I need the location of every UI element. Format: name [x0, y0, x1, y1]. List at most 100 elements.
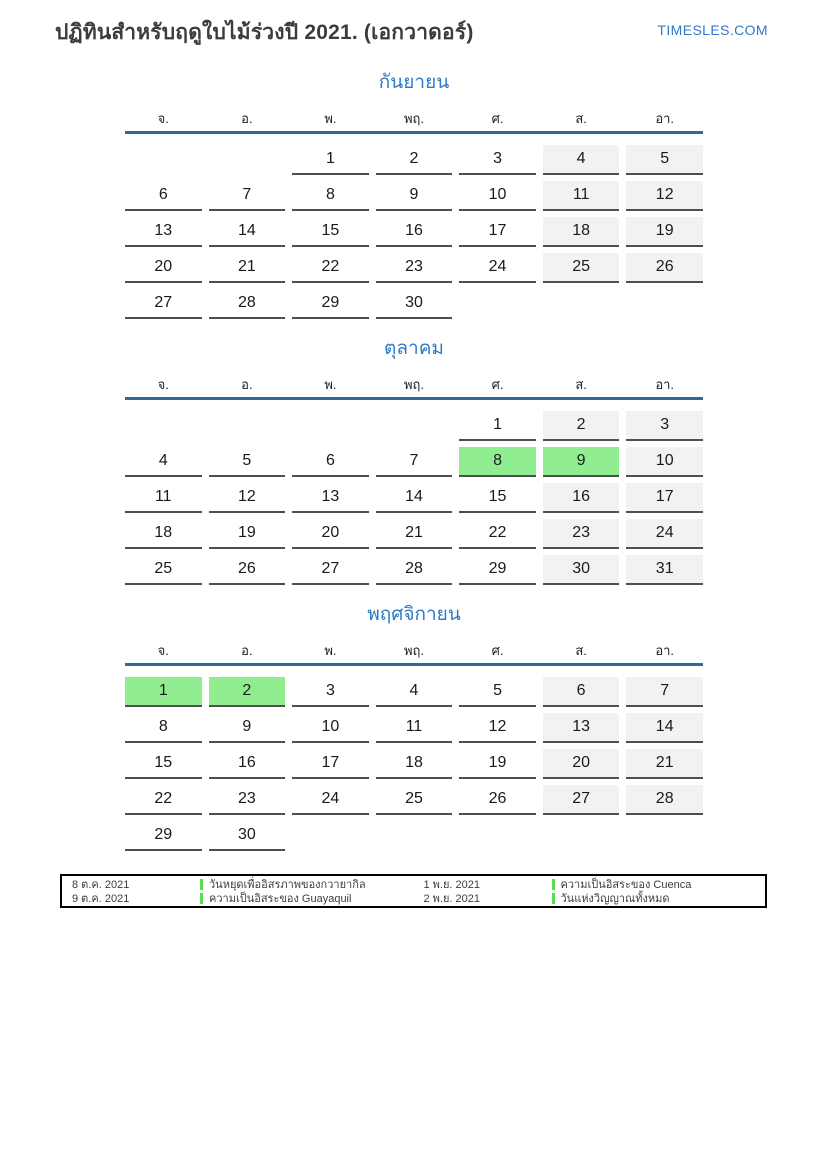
weekday-label: พ.: [324, 111, 337, 126]
week-row: 27 28 29 30: [125, 289, 703, 319]
day-cell: 16: [375, 217, 453, 247]
weekday-label: ส.: [575, 643, 587, 658]
holiday-marker-icon: [551, 892, 555, 904]
day-cell: 11: [125, 483, 202, 513]
empty-day-cell: [209, 411, 286, 441]
weekday-label: พฤ.: [403, 111, 425, 126]
day-cell: 28: [626, 785, 703, 815]
day-cell: 25: [542, 253, 620, 283]
day-cell: 10: [292, 713, 369, 743]
day-cell: 2: [375, 145, 453, 175]
legend-entry: 1 พ.ย. 2021 ความเป็นอิสระของ Cuenca: [414, 877, 766, 891]
weekday-row: จ. อ. พ. พฤ. ศ. ส. อา.: [125, 640, 703, 658]
month-title: ตุลาคม: [384, 338, 444, 359]
day-cell: 14: [208, 217, 286, 247]
day-cell: 11: [375, 713, 453, 743]
month-section: กันยายน จ. อ. พ. พฤ. ศ. ส. อา. 1 2 3 4 5 6 7 8 9 10 11 12…: [125, 70, 703, 319]
month-section: ตุลาคม จ. อ. พ. พฤ. ศ. ส. อา. 1 2 3 4 5 6 7 8 9 10 11 12 1…: [125, 336, 703, 585]
weekday-label: พฤ.: [403, 643, 425, 658]
week-row: 22 23 24 25 26 27 28: [125, 785, 703, 815]
day-cell: 7: [208, 181, 286, 211]
holiday-legend: 8 ต.ค. 2021 วันหยุดเพื่ออิสรภาพของกวายากิ…: [60, 874, 767, 908]
day-cell: 24: [292, 785, 369, 815]
day-cell: 27: [542, 785, 620, 815]
day-cell: 4: [375, 677, 453, 707]
day-cell: 9: [542, 447, 620, 477]
day-cell: 27: [292, 555, 369, 585]
week-row: 11 12 13 14 15 16 17: [125, 483, 703, 513]
weekday-row: จ. อ. พ. พฤ. ศ. ส. อา.: [125, 374, 703, 392]
empty-day-cell: [125, 145, 202, 175]
day-cell: 25: [125, 555, 202, 585]
day-cell: 15: [292, 217, 369, 247]
day-cell: 16: [208, 749, 286, 779]
empty-day-cell: [376, 411, 453, 441]
empty-day-cell: [626, 289, 703, 319]
legend-label: ความเป็นอิสระของ Cuenca: [560, 879, 692, 891]
day-cell: 19: [626, 217, 703, 247]
day-cell: 10: [459, 181, 536, 211]
day-cell: 15: [125, 749, 202, 779]
empty-day-cell: [459, 289, 536, 319]
empty-day-cell: [292, 411, 369, 441]
weekday-label: อ.: [241, 643, 253, 658]
day-cell: 21: [375, 519, 453, 549]
day-cell: 1: [125, 677, 202, 707]
weekday-label: จ.: [157, 377, 169, 392]
day-cell: 9: [375, 181, 453, 211]
day-cell: 21: [626, 749, 703, 779]
weekday-label: จ.: [157, 643, 169, 658]
day-cell: 23: [542, 519, 620, 549]
month-rule: [125, 397, 703, 400]
legend-date: 8 ต.ค. 2021: [72, 879, 130, 891]
holiday-marker-icon: [200, 892, 203, 904]
weekday-label: พฤ.: [403, 377, 425, 392]
day-cell: 26: [208, 555, 286, 585]
day-cell: 15: [459, 483, 536, 513]
day-cell: 22: [292, 253, 369, 283]
day-cell: 24: [626, 519, 703, 549]
week-row: 15 16 17 18 19 20 21: [125, 749, 703, 779]
legend-column: 1 พ.ย. 2021 ความเป็นอิสระของ Cuenca 2 พ.ย.…: [414, 877, 766, 905]
day-cell: 14: [626, 713, 703, 743]
weekday-label: พ.: [324, 643, 337, 658]
day-cell: 12: [459, 713, 536, 743]
legend-entry: 9 ต.ค. 2021 ความเป็นอิสระของ Guayaquil: [62, 891, 414, 905]
day-cell: 16: [542, 483, 620, 513]
legend-date: 1 พ.ย. 2021: [423, 879, 481, 891]
week-row: 13 14 15 16 17 18 19: [125, 217, 703, 247]
weekday-label: พ.: [324, 377, 337, 392]
month-section: พฤศจิกายน จ. อ. พ. พฤ. ศ. ส. อา. 1 2 3 4 5 6 7 8 9 10 11…: [125, 602, 703, 851]
week-row: 29 30: [125, 821, 703, 851]
weekday-label: อ.: [241, 377, 253, 392]
week-row: 18 19 20 21 22 23 24: [125, 519, 703, 549]
day-cell: 6: [542, 677, 620, 707]
day-cell: 21: [208, 253, 286, 283]
day-cell: 25: [375, 785, 453, 815]
month-title: กันยายน: [378, 72, 450, 93]
empty-day-cell: [543, 289, 620, 319]
day-cell: 6: [125, 181, 202, 211]
day-cell: 2: [208, 677, 286, 707]
day-cell: 20: [542, 749, 620, 779]
day-cell: 3: [292, 677, 369, 707]
weekday-label: ศ.: [491, 111, 504, 126]
day-cell: 17: [292, 749, 369, 779]
day-cell: 7: [375, 447, 453, 477]
week-row: 6 7 8 9 10 11 12: [125, 181, 703, 211]
week-row: 4 5 6 7 8 9 10: [125, 447, 703, 477]
site-link[interactable]: TIMESLES.COM: [657, 22, 768, 38]
page-title: ปฏิทินสำหรับฤดูใบไม้ร่วงปี 2021. (เอกวาด…: [55, 21, 474, 44]
day-cell: 22: [125, 785, 202, 815]
day-cell: 10: [626, 447, 703, 477]
day-cell: 12: [626, 181, 703, 211]
day-cell: 9: [208, 713, 286, 743]
day-cell: 1: [292, 145, 369, 175]
day-cell: 8: [292, 181, 369, 211]
weeks-container: 1 2 3 4 5 6 7 8 9 10 11 12 13 14 15 16 17 18 19 20 21 22 23 24 2…: [125, 145, 703, 319]
weeks-container: 1 2 3 4 5 6 7 8 9 10 11 12 13 14 15 16 17 18 19 20 21 22 23 24 2…: [125, 677, 703, 851]
weekday-label: อ.: [241, 111, 253, 126]
day-cell: 29: [125, 821, 202, 851]
